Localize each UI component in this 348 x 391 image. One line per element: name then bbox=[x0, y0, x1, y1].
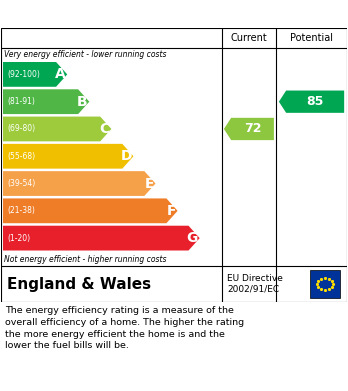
Text: (21-38): (21-38) bbox=[7, 206, 35, 215]
Text: England & Wales: England & Wales bbox=[7, 276, 151, 292]
Bar bbox=[310, 270, 340, 298]
Polygon shape bbox=[3, 117, 111, 142]
Polygon shape bbox=[3, 226, 200, 251]
Polygon shape bbox=[279, 91, 344, 113]
Polygon shape bbox=[3, 198, 177, 223]
Text: C: C bbox=[100, 122, 110, 136]
Text: (1-20): (1-20) bbox=[7, 233, 30, 242]
Polygon shape bbox=[3, 144, 133, 169]
Polygon shape bbox=[224, 118, 274, 140]
Polygon shape bbox=[3, 89, 89, 114]
Text: Potential: Potential bbox=[290, 33, 333, 43]
Text: D: D bbox=[120, 149, 132, 163]
Text: 72: 72 bbox=[244, 122, 261, 135]
Text: G: G bbox=[187, 231, 198, 245]
Text: The energy efficiency rating is a measure of the
overall efficiency of a home. T: The energy efficiency rating is a measur… bbox=[5, 306, 244, 350]
Text: Not energy efficient - higher running costs: Not energy efficient - higher running co… bbox=[4, 255, 166, 264]
Text: EU Directive
2002/91/EC: EU Directive 2002/91/EC bbox=[227, 274, 283, 294]
Text: (39-54): (39-54) bbox=[7, 179, 35, 188]
Text: (55-68): (55-68) bbox=[7, 152, 35, 161]
Text: (69-80): (69-80) bbox=[7, 124, 35, 133]
Polygon shape bbox=[3, 171, 156, 196]
Text: Current: Current bbox=[230, 33, 267, 43]
Text: (81-91): (81-91) bbox=[7, 97, 35, 106]
Text: Energy Efficiency Rating: Energy Efficiency Rating bbox=[10, 7, 232, 22]
Text: A: A bbox=[55, 67, 65, 81]
Text: E: E bbox=[144, 176, 154, 190]
Text: B: B bbox=[77, 95, 88, 109]
Text: 85: 85 bbox=[307, 95, 324, 108]
Text: Very energy efficient - lower running costs: Very energy efficient - lower running co… bbox=[4, 50, 166, 59]
Text: (92-100): (92-100) bbox=[7, 70, 40, 79]
Text: F: F bbox=[166, 204, 176, 218]
Polygon shape bbox=[3, 62, 67, 87]
